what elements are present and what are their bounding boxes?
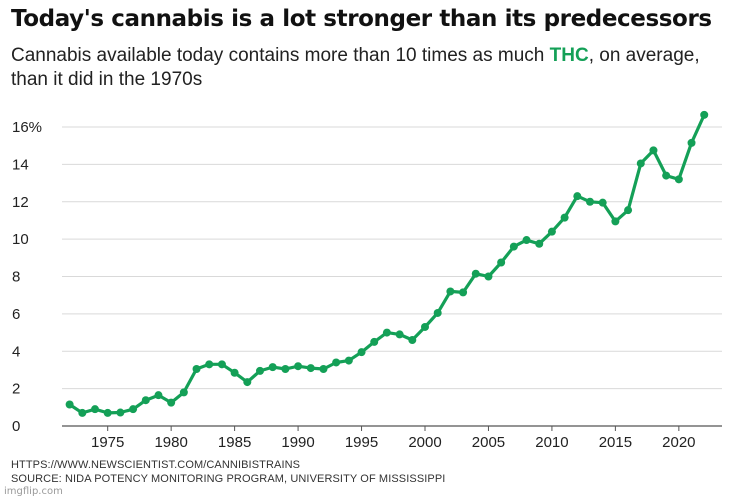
data-point (497, 258, 506, 267)
data-point (370, 337, 379, 346)
data-point (421, 322, 429, 331)
footer-url: HTTPS://WWW.NEWSCIENTIST.COM/CANNIBISTRA… (11, 459, 301, 471)
y-tick-labels: 0 2 4 6 8 10 12 14 16% (12, 119, 42, 435)
data-point (167, 398, 176, 407)
data-point (636, 159, 645, 168)
data-point (509, 242, 518, 251)
data-point (560, 213, 569, 222)
data-point (268, 363, 277, 372)
data-point (598, 198, 607, 207)
data-point (484, 272, 493, 281)
data-point (433, 308, 442, 317)
data-point (547, 227, 556, 236)
data-point (192, 365, 201, 374)
data-point (446, 287, 455, 296)
data-point (674, 175, 683, 184)
data-point (687, 138, 696, 147)
x-tick-label: 1975 (91, 434, 124, 451)
footer-source: SOURCE: NIDA POTENCY MONITORING PROGRAM,… (11, 473, 446, 485)
data-series (65, 110, 709, 417)
data-point (141, 396, 150, 405)
data-point (700, 110, 709, 119)
data-point (256, 366, 264, 375)
data-point (230, 368, 239, 377)
data-point (522, 236, 531, 245)
x-axis-ticks: 1975 1980 1985 1990 1995 2000 2005 2010 2015 2020 (91, 426, 696, 451)
data-point (294, 362, 303, 371)
data-point (535, 239, 544, 248)
x-tick-label: 1995 (345, 434, 378, 451)
data-point (459, 288, 468, 297)
data-point (573, 192, 582, 201)
data-point (471, 269, 480, 278)
data-point (306, 364, 315, 373)
x-tick-label: 2010 (535, 434, 568, 451)
data-point (611, 217, 620, 226)
y-tick-label: 14 (12, 156, 29, 173)
data-point (243, 378, 252, 387)
data-point (357, 348, 366, 357)
y-tick-label: 16% (12, 119, 42, 136)
data-point (662, 171, 671, 180)
x-tick-label: 1980 (154, 434, 187, 451)
y-tick-label: 6 (12, 306, 20, 323)
data-point (408, 336, 417, 345)
x-tick-label: 1990 (281, 434, 314, 451)
chart-title: Today's cannabis is a lot stronger than … (11, 6, 712, 32)
data-point (319, 365, 328, 374)
subtitle-thc-highlight: THC (549, 45, 589, 66)
data-point (91, 405, 99, 414)
y-tick-label: 4 (12, 343, 20, 360)
data-point (649, 146, 658, 155)
data-point (154, 391, 163, 400)
y-tick-label: 10 (12, 231, 29, 248)
data-point (624, 206, 633, 215)
data-point (395, 330, 404, 339)
data-point (116, 408, 125, 417)
imgflip-watermark: imgflip.com (4, 486, 63, 497)
y-tick-label: 0 (12, 418, 20, 435)
subtitle-text-end: , on average, than it did in the 1970s (11, 45, 700, 90)
data-point (586, 197, 594, 206)
data-point (205, 360, 214, 369)
subtitle-text-start: Cannabis available today contains more t… (11, 45, 550, 66)
x-tick-label: 2005 (472, 434, 505, 451)
x-tick-label: 2020 (662, 434, 695, 451)
data-point (179, 388, 188, 397)
data-point (65, 400, 74, 409)
chart-subtitle: Cannabis available today contains more t… (11, 44, 711, 92)
data-point (332, 358, 341, 367)
data-point (281, 365, 290, 374)
data-point (78, 408, 87, 417)
data-point (217, 360, 226, 369)
series-line-0 (67, 113, 706, 415)
x-tick-label: 2000 (408, 434, 441, 451)
data-point (129, 405, 138, 414)
data-point (344, 356, 353, 365)
y-tick-label: 12 (12, 194, 29, 211)
grid-lines (62, 126, 722, 427)
y-tick-label: 2 (12, 381, 20, 398)
x-tick-label: 1985 (218, 434, 251, 451)
y-tick-label: 8 (12, 269, 20, 286)
data-point (382, 328, 391, 337)
x-tick-label: 2015 (599, 434, 632, 451)
data-point (103, 408, 112, 417)
